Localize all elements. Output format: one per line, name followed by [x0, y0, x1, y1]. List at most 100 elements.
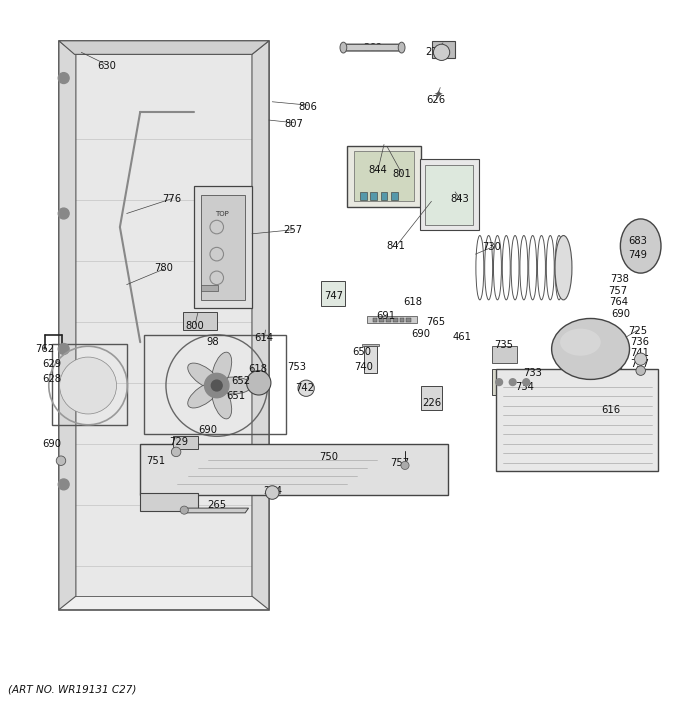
Polygon shape: [492, 369, 537, 395]
Text: 757: 757: [390, 457, 409, 468]
Text: 733: 733: [523, 368, 542, 378]
Circle shape: [58, 208, 69, 219]
Ellipse shape: [560, 328, 600, 356]
Polygon shape: [59, 41, 269, 54]
Text: 801: 801: [393, 169, 412, 179]
Polygon shape: [420, 160, 479, 231]
Text: 690: 690: [611, 309, 630, 319]
Circle shape: [433, 44, 449, 60]
Polygon shape: [73, 54, 256, 596]
Polygon shape: [367, 316, 418, 323]
Polygon shape: [422, 386, 441, 410]
Polygon shape: [496, 369, 658, 471]
Circle shape: [298, 380, 314, 397]
Text: 691: 691: [377, 312, 396, 321]
Polygon shape: [140, 444, 448, 494]
Text: 257: 257: [283, 225, 302, 235]
Text: 683: 683: [628, 236, 647, 246]
Polygon shape: [492, 346, 517, 362]
Circle shape: [401, 461, 409, 470]
Text: 614: 614: [254, 333, 273, 343]
Text: 461: 461: [452, 332, 471, 341]
Circle shape: [58, 479, 69, 490]
Text: 764: 764: [609, 297, 628, 307]
Polygon shape: [59, 41, 269, 610]
Text: 800: 800: [186, 321, 205, 331]
Text: 750: 750: [320, 452, 339, 463]
Text: 736: 736: [630, 337, 649, 347]
Text: 751: 751: [146, 456, 165, 466]
Circle shape: [58, 344, 69, 355]
Ellipse shape: [620, 219, 661, 273]
Text: 650: 650: [352, 347, 371, 357]
Text: 776: 776: [163, 194, 182, 204]
Polygon shape: [393, 318, 398, 322]
Text: 725: 725: [628, 326, 647, 336]
Polygon shape: [379, 318, 384, 322]
Text: 843: 843: [450, 194, 469, 204]
Polygon shape: [321, 281, 345, 306]
Text: 690: 690: [42, 439, 61, 449]
Text: 765: 765: [426, 317, 445, 327]
Text: 618: 618: [248, 364, 267, 374]
Text: 757: 757: [608, 286, 627, 296]
Text: 98: 98: [206, 337, 219, 347]
Circle shape: [265, 486, 279, 500]
Circle shape: [180, 506, 188, 514]
Polygon shape: [173, 436, 198, 450]
Text: TOP: TOP: [215, 210, 228, 217]
Polygon shape: [201, 285, 218, 291]
Text: 265: 265: [207, 500, 226, 510]
Circle shape: [58, 72, 69, 83]
Polygon shape: [381, 192, 388, 200]
Polygon shape: [194, 186, 252, 308]
Text: 844: 844: [369, 165, 388, 175]
Circle shape: [205, 373, 229, 398]
Circle shape: [171, 447, 181, 457]
Ellipse shape: [555, 236, 572, 300]
Text: 841: 841: [387, 241, 406, 251]
Polygon shape: [252, 41, 269, 610]
Text: 264: 264: [262, 486, 282, 496]
Ellipse shape: [188, 363, 220, 389]
Polygon shape: [347, 146, 422, 207]
Polygon shape: [391, 192, 398, 200]
Ellipse shape: [188, 382, 220, 408]
Text: (ART NO. WR19131 C27): (ART NO. WR19131 C27): [8, 684, 137, 695]
Circle shape: [523, 378, 530, 386]
Text: 270: 270: [425, 47, 444, 57]
Text: 651: 651: [226, 392, 245, 402]
Polygon shape: [140, 492, 198, 512]
Text: 738: 738: [610, 273, 629, 283]
Text: 618: 618: [404, 297, 423, 307]
Circle shape: [634, 353, 647, 365]
Text: 734: 734: [515, 382, 534, 392]
Polygon shape: [354, 152, 415, 202]
Polygon shape: [564, 366, 621, 378]
Text: 747: 747: [324, 291, 343, 301]
Polygon shape: [362, 344, 379, 347]
Circle shape: [60, 357, 116, 414]
Text: 630: 630: [97, 61, 116, 71]
Polygon shape: [373, 318, 377, 322]
Text: 616: 616: [601, 405, 620, 415]
Polygon shape: [425, 165, 473, 225]
Text: 628: 628: [42, 374, 61, 384]
Text: 729: 729: [169, 437, 188, 447]
Circle shape: [56, 456, 66, 465]
Text: 626: 626: [426, 95, 445, 104]
Ellipse shape: [551, 318, 630, 379]
Text: 226: 226: [422, 398, 442, 408]
Text: ✦: ✦: [434, 90, 443, 100]
Circle shape: [247, 370, 271, 395]
Circle shape: [211, 380, 222, 391]
Ellipse shape: [214, 377, 252, 394]
Polygon shape: [432, 41, 455, 58]
Polygon shape: [386, 318, 391, 322]
Ellipse shape: [340, 42, 347, 53]
Ellipse shape: [398, 42, 405, 53]
Ellipse shape: [212, 352, 232, 388]
Text: 730: 730: [482, 242, 501, 252]
Text: 762: 762: [35, 344, 54, 354]
Text: 749: 749: [628, 251, 647, 260]
